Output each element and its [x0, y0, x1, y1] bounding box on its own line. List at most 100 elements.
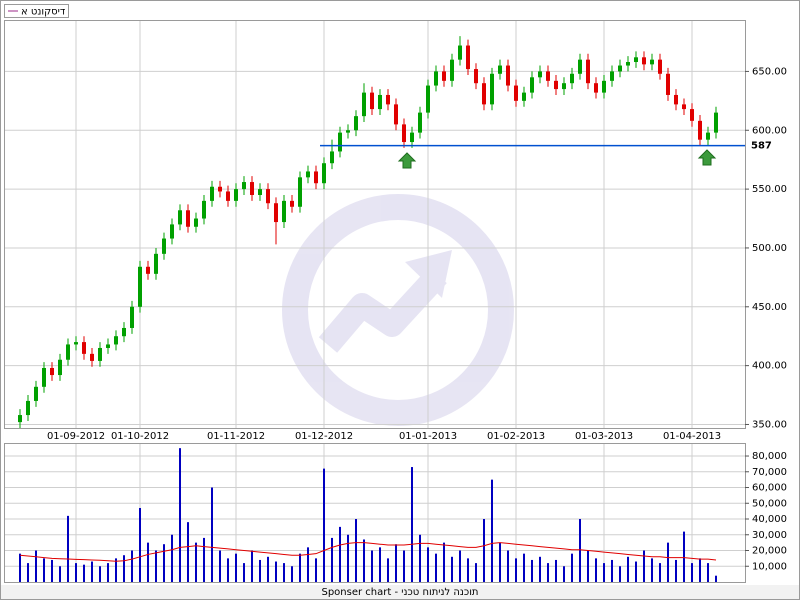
- candle-body: [602, 80, 606, 93]
- x-tick-label: 01-12-2012: [295, 431, 353, 442]
- volume-bar: [123, 555, 125, 582]
- volume-bar: [211, 487, 213, 582]
- candle-body: [442, 71, 446, 81]
- candle-body: [242, 182, 246, 190]
- candle-body: [138, 266, 142, 307]
- candle-body: [34, 386, 38, 401]
- volume-bar: [491, 479, 493, 582]
- volume-bar: [643, 550, 645, 582]
- volume-bar: [59, 566, 61, 582]
- y-tick-label: 80,000: [752, 451, 787, 462]
- candle-body: [610, 71, 614, 81]
- candle-body: [658, 59, 662, 74]
- candle-body: [50, 367, 54, 376]
- volume-bar: [291, 566, 293, 582]
- candle-body: [210, 186, 214, 201]
- candle-body: [258, 189, 262, 195]
- volume-bar: [563, 566, 565, 582]
- candle-body: [410, 132, 414, 143]
- volume-bar: [675, 559, 677, 582]
- y-tick-label: 500.00: [752, 243, 787, 254]
- x-tick-label: 01-11-2012: [207, 431, 265, 442]
- candle-body: [714, 112, 718, 133]
- candle-body: [66, 344, 70, 360]
- candle-body: [266, 189, 270, 204]
- volume-bar: [195, 542, 197, 582]
- candle-body: [538, 71, 542, 78]
- arrow-up: [697, 149, 717, 166]
- candle-body: [626, 62, 630, 66]
- legend: דיסקונט א: [4, 4, 69, 18]
- volume-bar: [539, 556, 541, 582]
- candle-body: [290, 200, 294, 207]
- volume-bar: [251, 550, 253, 582]
- candle-body: [122, 327, 126, 337]
- footer-text: Sponser chart - תוכנה לניתוח טכני: [321, 587, 478, 598]
- candle-body: [674, 94, 678, 105]
- candle-body: [690, 109, 694, 121]
- volume-bar: [147, 542, 149, 582]
- volume-bar: [307, 547, 309, 582]
- volume-bar: [547, 563, 549, 582]
- volume-bar: [651, 558, 653, 582]
- y-tick-label: 650.00: [752, 66, 787, 77]
- candle-body: [562, 83, 566, 90]
- candle-body: [162, 238, 166, 254]
- volume-bar: [515, 558, 517, 582]
- y-tick-label: 450.00: [752, 302, 787, 313]
- volume-bar: [139, 507, 141, 582]
- volume-bar: [363, 539, 365, 582]
- volume-bar: [243, 563, 245, 582]
- volume-bar: [427, 547, 429, 582]
- volume-bar: [203, 537, 205, 582]
- volume-bar: [315, 558, 317, 582]
- x-tick-label: 01-02-2013: [487, 431, 545, 442]
- candle-body: [338, 132, 342, 152]
- volume-bar: [187, 522, 189, 582]
- candle-body: [154, 253, 158, 274]
- volume-panel: [4, 443, 746, 583]
- volume-bar: [523, 553, 525, 582]
- volume-bar: [91, 561, 93, 582]
- candle-body: [634, 57, 638, 63]
- candle-body: [706, 132, 710, 140]
- volume-bar: [275, 561, 277, 582]
- volume-bar: [403, 550, 405, 582]
- volume-bar: [459, 550, 461, 582]
- volume-bar: [395, 544, 397, 582]
- candle-body: [130, 306, 134, 328]
- candle-body: [570, 73, 574, 84]
- candle-body: [106, 344, 110, 348]
- volume-bar: [131, 550, 133, 582]
- footer-bar: [1, 585, 799, 599]
- candle-body: [530, 77, 534, 93]
- volume-bar: [699, 558, 701, 582]
- volume-bar: [19, 553, 21, 582]
- candle-body: [186, 210, 190, 227]
- candle-body: [458, 45, 462, 60]
- y-tick-label: 550.00: [752, 184, 787, 195]
- volume-bar: [715, 575, 717, 582]
- x-tick-label: 01-03-2013: [575, 431, 633, 442]
- volume-bar: [579, 519, 581, 582]
- candle-body: [178, 210, 182, 225]
- volume-bar: [587, 550, 589, 582]
- candle-body: [202, 200, 206, 219]
- candle-body: [426, 85, 430, 113]
- candle-body: [514, 85, 518, 101]
- volume-bar: [43, 558, 45, 582]
- candle-body: [498, 65, 502, 74]
- y-tick-label: 350.00: [752, 419, 787, 430]
- candle-body: [314, 171, 318, 184]
- y-tick-label: 60,000: [752, 483, 787, 494]
- volume-bar: [163, 544, 165, 582]
- moving-average: [19, 542, 717, 562]
- candle-body: [682, 104, 686, 110]
- candle-body: [18, 415, 22, 423]
- y-tick-label: 50,000: [752, 498, 787, 509]
- candle-body: [650, 59, 654, 65]
- candle-body: [98, 347, 102, 361]
- y-tick-label: 10,000: [752, 561, 787, 572]
- volume-bar: [611, 559, 613, 582]
- candle-body: [546, 71, 550, 81]
